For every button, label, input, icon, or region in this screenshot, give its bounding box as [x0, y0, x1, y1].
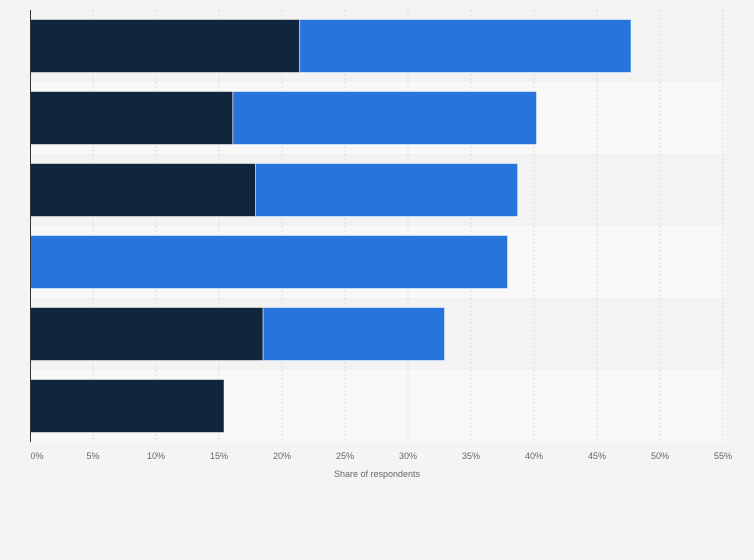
bar-segment-series-2[interactable]: [232, 91, 538, 145]
x-tick-label: 40%: [525, 451, 543, 461]
bar-segment-series-1[interactable]: [29, 379, 225, 433]
bar-segment-series-2[interactable]: [299, 19, 632, 73]
x-axis-label: Share of respondents: [334, 469, 421, 479]
bars: [29, 19, 632, 433]
x-axis-ticks: 0% 5% 10% 15% 20% 25% 30% 35% 40% 45% 50% 55%: [30, 451, 732, 461]
bar-segment-series-1[interactable]: [29, 19, 301, 73]
x-tick-label: 25%: [336, 451, 354, 461]
x-tick-label: 0%: [30, 451, 43, 461]
x-tick-label: 30%: [399, 451, 417, 461]
x-tick-label: 45%: [588, 451, 606, 461]
x-tick-label: 20%: [273, 451, 291, 461]
bar-segment-series-2[interactable]: [29, 235, 509, 289]
bar-segment-series-1[interactable]: [29, 163, 257, 217]
x-tick-label: 10%: [147, 451, 165, 461]
x-tick-label: 55%: [714, 451, 732, 461]
bar-segment-series-1[interactable]: [29, 307, 264, 361]
row-bands: [30, 10, 726, 442]
x-tick-label: 35%: [462, 451, 480, 461]
x-tick-label: 50%: [651, 451, 669, 461]
bar-segment-series-2[interactable]: [262, 307, 446, 361]
x-tick-label: 15%: [210, 451, 228, 461]
gridlines: [92, 10, 724, 442]
x-tick-label: 5%: [86, 451, 99, 461]
bar-segment-series-2[interactable]: [255, 163, 519, 217]
bar-segment-series-1[interactable]: [29, 91, 234, 145]
